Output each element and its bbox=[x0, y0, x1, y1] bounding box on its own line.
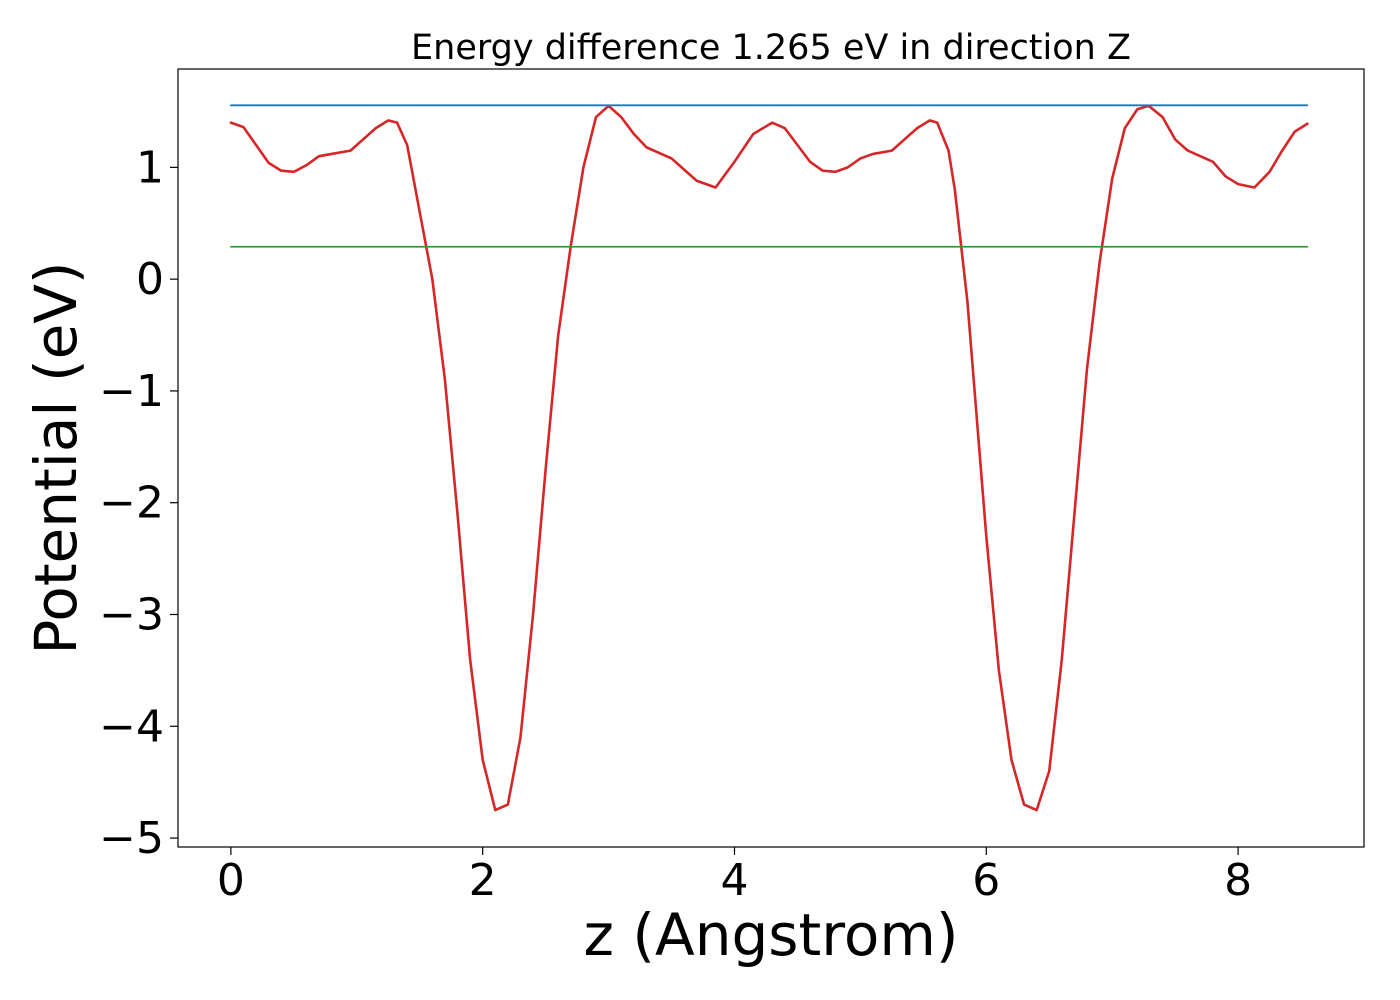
y-tick-label: 1 bbox=[136, 142, 164, 193]
y-tick-label: −2 bbox=[99, 478, 164, 529]
chart-title: Energy difference 1.265 eV in direction … bbox=[411, 28, 1131, 68]
x-axis-ticks: 0 2 4 6 8 bbox=[217, 847, 1252, 906]
x-tick-label: 6 bbox=[972, 855, 1000, 906]
x-tick-label: 8 bbox=[1224, 855, 1252, 906]
y-tick-label: 0 bbox=[136, 254, 164, 305]
x-tick-label: 2 bbox=[469, 855, 497, 906]
y-axis-ticks: −5 −4 −3 −2 −1 0 1 bbox=[99, 142, 178, 864]
y-axis-label: Potential (eV) bbox=[22, 261, 90, 654]
x-axis-label: z (Angstrom) bbox=[584, 901, 959, 969]
x-tick-label: 4 bbox=[720, 855, 748, 906]
x-tick-label: 0 bbox=[217, 855, 245, 906]
series-line-0 bbox=[229, 104, 1309, 812]
y-tick-label: −4 bbox=[99, 701, 164, 752]
series-layer bbox=[229, 104, 1309, 812]
y-tick-label: −1 bbox=[99, 366, 164, 417]
y-tick-label: −3 bbox=[99, 589, 164, 640]
y-tick-label: −5 bbox=[99, 813, 164, 864]
plot-frame bbox=[177, 68, 1365, 848]
